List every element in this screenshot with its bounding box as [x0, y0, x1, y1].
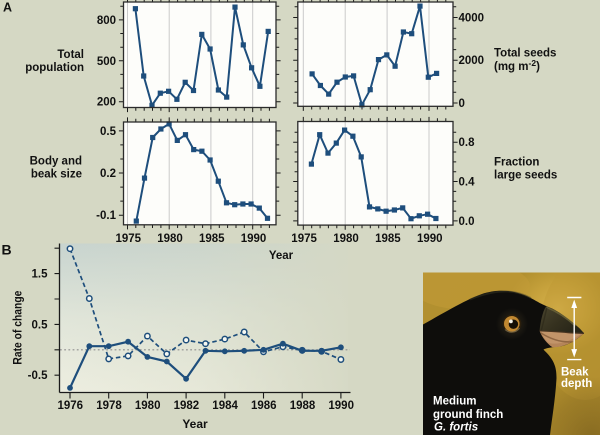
- svg-text:500: 500: [97, 56, 116, 68]
- svg-text:4000: 4000: [459, 13, 485, 25]
- svg-text:1990: 1990: [328, 400, 354, 412]
- svg-text:Beak: Beak: [561, 366, 589, 378]
- svg-text:0.4: 0.4: [459, 177, 476, 189]
- svg-text:1985: 1985: [199, 233, 225, 245]
- svg-text:population: population: [25, 62, 84, 74]
- svg-text:Rate of change: Rate of change: [13, 291, 25, 365]
- svg-text:0.0: 0.0: [459, 216, 475, 228]
- svg-text:large seeds: large seeds: [494, 170, 557, 182]
- svg-text:Medium: Medium: [433, 396, 476, 408]
- svg-text:0.8: 0.8: [459, 137, 476, 149]
- svg-text:1980: 1980: [135, 400, 161, 412]
- svg-text:1975: 1975: [116, 233, 142, 245]
- svg-text:1988: 1988: [290, 400, 316, 412]
- svg-text:1990: 1990: [417, 233, 443, 245]
- svg-text:1975: 1975: [291, 233, 317, 245]
- svg-text:beak size: beak size: [31, 169, 82, 181]
- svg-text:B: B: [2, 242, 12, 258]
- svg-text:1980: 1980: [333, 233, 359, 245]
- svg-text:0.5: 0.5: [100, 126, 117, 138]
- svg-text:Year: Year: [182, 417, 208, 431]
- svg-text:-0.5: -0.5: [28, 370, 48, 382]
- svg-text:1990: 1990: [241, 233, 267, 245]
- svg-text:0.2: 0.2: [100, 168, 116, 180]
- svg-text:1.5: 1.5: [32, 269, 49, 281]
- svg-text:-0.1: -0.1: [96, 210, 116, 222]
- svg-text:depth: depth: [561, 378, 592, 390]
- svg-text:2000: 2000: [459, 55, 485, 67]
- svg-text:800: 800: [97, 15, 116, 27]
- svg-text:1978: 1978: [96, 400, 122, 412]
- svg-text:Fraction: Fraction: [494, 157, 539, 169]
- svg-text:1976: 1976: [58, 400, 84, 412]
- svg-text:Total seeds: Total seeds: [494, 48, 556, 60]
- svg-text:1980: 1980: [157, 233, 183, 245]
- svg-text:0: 0: [459, 98, 465, 110]
- svg-text:1986: 1986: [251, 400, 277, 412]
- svg-text:1982: 1982: [174, 400, 200, 412]
- svg-text:200: 200: [97, 97, 116, 109]
- svg-text:Body and: Body and: [30, 156, 82, 168]
- svg-text:0.5: 0.5: [32, 319, 49, 331]
- svg-text:1984: 1984: [212, 400, 238, 412]
- svg-text:Total: Total: [57, 49, 84, 61]
- svg-text:G. fortis: G. fortis: [434, 422, 478, 434]
- svg-text:1985: 1985: [375, 233, 401, 245]
- svg-text:Year: Year: [269, 250, 294, 262]
- svg-text:ground finch: ground finch: [433, 409, 503, 421]
- svg-text:A: A: [3, 1, 12, 15]
